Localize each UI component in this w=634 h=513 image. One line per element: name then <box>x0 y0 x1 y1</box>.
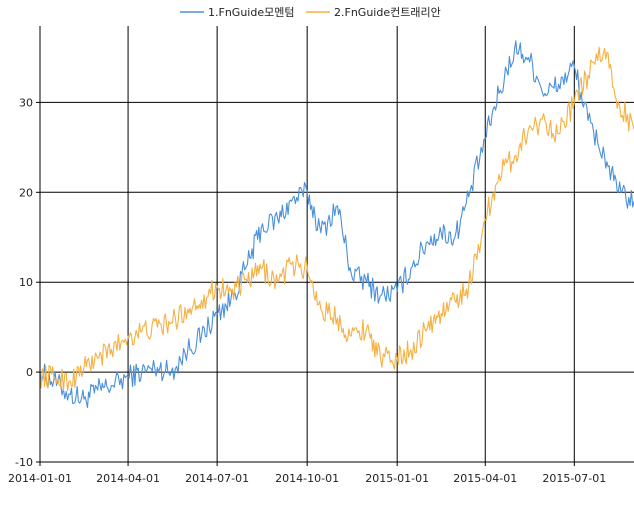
legend-label-1: 1.FnGuide모멘텀 <box>208 6 294 19</box>
x-tick-label: 2014-10-01 <box>275 472 339 485</box>
tick-labels: -10 0 10 20 30 2014-01-01 2014-04-01 2014-07-01… <box>8 96 606 485</box>
x-tick-label: 2015-07-01 <box>542 472 606 485</box>
legend-label-2: 2.FnGuide컨트래리안 <box>334 6 441 19</box>
y-tick-label: 30 <box>19 96 33 109</box>
x-tick-label: 2015-01-01 <box>365 472 429 485</box>
y-tick-label: 10 <box>19 276 33 289</box>
x-tick-label: 2014-04-01 <box>96 472 160 485</box>
series-line-2 <box>39 46 634 392</box>
y-tick-label: 20 <box>19 186 33 199</box>
series-layer <box>39 40 634 409</box>
x-tick-label: 2014-01-01 <box>8 472 72 485</box>
series-line-1 <box>39 40 634 409</box>
y-tick-label: 0 <box>26 366 33 379</box>
grid <box>39 26 634 463</box>
x-tick-label: 2015-04-01 <box>453 472 517 485</box>
x-tick-label: 2014-07-01 <box>185 472 249 485</box>
axes <box>36 26 634 466</box>
legend: 1.FnGuide모멘텀 2.FnGuide컨트래리안 <box>180 6 441 19</box>
y-tick-label: -10 <box>15 456 33 469</box>
